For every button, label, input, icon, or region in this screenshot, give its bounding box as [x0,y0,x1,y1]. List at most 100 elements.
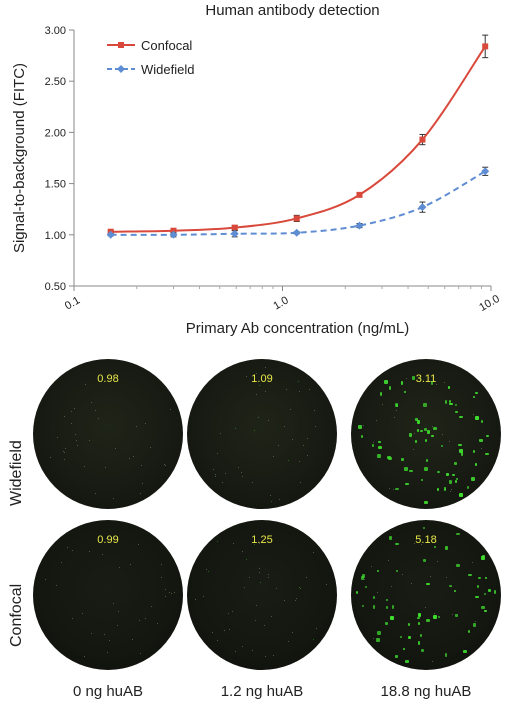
background-speck [389,487,391,489]
background-speck [241,472,243,474]
fluorescent-cell [481,419,484,423]
background-speck [85,384,86,386]
fluorescent-cell [407,635,411,639]
fluorescent-cell [484,577,487,580]
background-speck [242,475,244,477]
background-speck [446,576,448,578]
fluorescent-cell [434,546,437,549]
background-speck [291,632,293,634]
background-speck [118,566,120,568]
y-tick-label: 3.00 [45,25,66,37]
background-speck [279,499,281,501]
background-speck [112,602,114,604]
background-speck [420,544,422,546]
background-speck [313,552,315,554]
background-speck [413,449,415,451]
background-speck [377,591,379,593]
background-speck [160,576,162,578]
background-speck [284,426,286,428]
fluorescent-cell [414,417,418,421]
fluorescent-cell [376,453,381,458]
background-speck [95,492,97,494]
well-value: 1.25 [251,534,273,546]
background-speck [376,419,378,421]
background-speck [91,402,92,404]
background-speck [451,614,453,616]
fluorescent-cell [271,500,273,502]
background-speck [252,481,254,483]
data-point-widefield [418,203,427,212]
background-speck [315,426,317,428]
background-speck [394,416,396,418]
fluorescent-cell [431,434,435,437]
fluorescent-cell [445,400,448,405]
background-speck [268,577,270,579]
fluorescent-cell [395,403,399,408]
background-speck [149,446,151,448]
fluorescent-cell [467,630,470,634]
background-speck [112,497,114,499]
background-speck [291,439,293,441]
background-speck [300,482,302,484]
fluorescent-cell [384,379,389,384]
background-speck [296,598,298,600]
background-speck [164,588,166,590]
background-speck [70,422,72,424]
fluorescent-cell [356,590,359,594]
fluorescent-cell [404,467,409,472]
background-speck [444,382,446,384]
background-speck [106,651,108,653]
well-value: 0.98 [97,373,119,385]
background-speck [136,425,138,427]
fluorescent-cell [455,410,459,413]
fluorescent-cell [362,605,365,608]
background-speck [288,641,290,643]
legend-label-widefield: Widefield [141,62,194,77]
background-speck [133,456,135,458]
fluorescent-cell [298,380,300,382]
background-speck [71,549,73,551]
fluorescent-cell [407,622,410,626]
background-speck [390,585,392,587]
background-speck [216,452,218,454]
background-speck [429,576,431,578]
background-speck [286,388,288,390]
fluorescent-cell [449,480,453,484]
fluorescent-cell [385,606,388,609]
fluorescent-cell [472,449,475,453]
background-speck [303,445,305,447]
background-speck [264,366,266,368]
data-point-confocal [482,43,489,50]
fluorescent-cell [448,400,451,404]
background-speck [405,378,407,380]
background-speck [255,393,257,395]
fluorescent-cell [476,584,479,588]
fluorescent-cell [401,380,404,385]
background-speck [401,573,403,575]
fluorescent-cell [437,470,441,473]
fluorescent-cell [470,476,475,481]
fluorescent-cell [467,573,472,576]
fluorescent-cell [408,469,413,472]
well-value: 0.99 [97,534,119,546]
chart-title: Human antibody detection [205,2,379,19]
fluorescent-cell [461,452,463,457]
background-speck [223,629,225,631]
fluorescent-cell [440,444,443,447]
background-speck [217,639,219,641]
background-speck [373,441,375,443]
fluorescent-cell [447,386,450,390]
background-speck [71,410,73,412]
background-speck [473,414,475,416]
fluorescent-cell [445,472,449,476]
background-speck [326,583,328,585]
background-speck [219,432,221,434]
fluorescent-cell [409,432,413,437]
y-axis-title: Signal-to-background (FITC) [11,63,28,253]
background-speck [212,631,214,633]
background-speck [145,618,147,620]
data-point-widefield [106,230,115,239]
data-point-widefield [230,229,239,238]
background-speck [81,612,83,614]
fluorescent-cell [365,586,368,589]
